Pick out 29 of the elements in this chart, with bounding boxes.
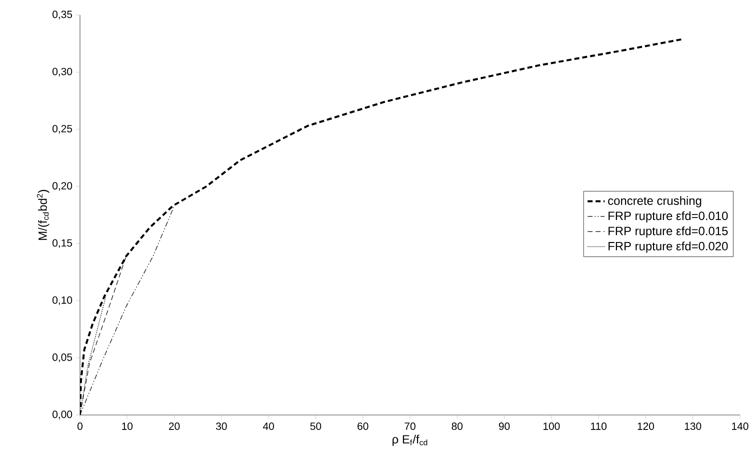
legend-label: FRP rupture εfd=0.015 bbox=[608, 226, 728, 238]
x-tick-label: 10 bbox=[122, 422, 133, 430]
x-tick-label: 20 bbox=[169, 422, 180, 430]
x-tick-label: 140 bbox=[732, 422, 748, 430]
x-tick-label: 0 bbox=[77, 422, 82, 430]
x-tick-label: 110 bbox=[591, 422, 607, 430]
x-tick-label: 30 bbox=[216, 422, 227, 430]
legend-label: concrete crushing bbox=[608, 196, 702, 208]
x-tick-label: 40 bbox=[262, 422, 274, 430]
x-tick-label: 100 bbox=[544, 422, 560, 430]
legend-label: FRP rupture εfd=0.010 bbox=[608, 211, 728, 222]
y-tick-label: 0,25 bbox=[52, 124, 72, 134]
x-tick-label: 50 bbox=[310, 422, 322, 430]
y-tick-label: 0,05 bbox=[52, 354, 72, 362]
y-tick-label: 0,20 bbox=[52, 182, 72, 191]
x-tick-label: 60 bbox=[358, 422, 368, 430]
y-tick-label: 0,10 bbox=[52, 296, 72, 306]
x-tick-label: 70 bbox=[404, 422, 416, 430]
y-tick-label: 0,00 bbox=[52, 410, 72, 420]
x-axis-title: ρ E$_{f}$/f$_{cd}$ bbox=[392, 434, 428, 446]
legend-label: FRP rupture εfd=0.020 bbox=[608, 242, 728, 253]
y-tick-label: 0,35 bbox=[52, 10, 72, 20]
y-tick-label: 0,30 bbox=[52, 68, 72, 76]
x-tick-label: 120 bbox=[638, 422, 654, 430]
x-tick-label: 80 bbox=[452, 422, 463, 430]
y-axis-title: M/(f$_{cd}$bd$^{2}$) bbox=[36, 190, 50, 240]
x-tick-label: 90 bbox=[498, 422, 510, 430]
x-tick-label: 130 bbox=[684, 422, 702, 430]
y-tick-label: 0,15 bbox=[52, 239, 72, 248]
